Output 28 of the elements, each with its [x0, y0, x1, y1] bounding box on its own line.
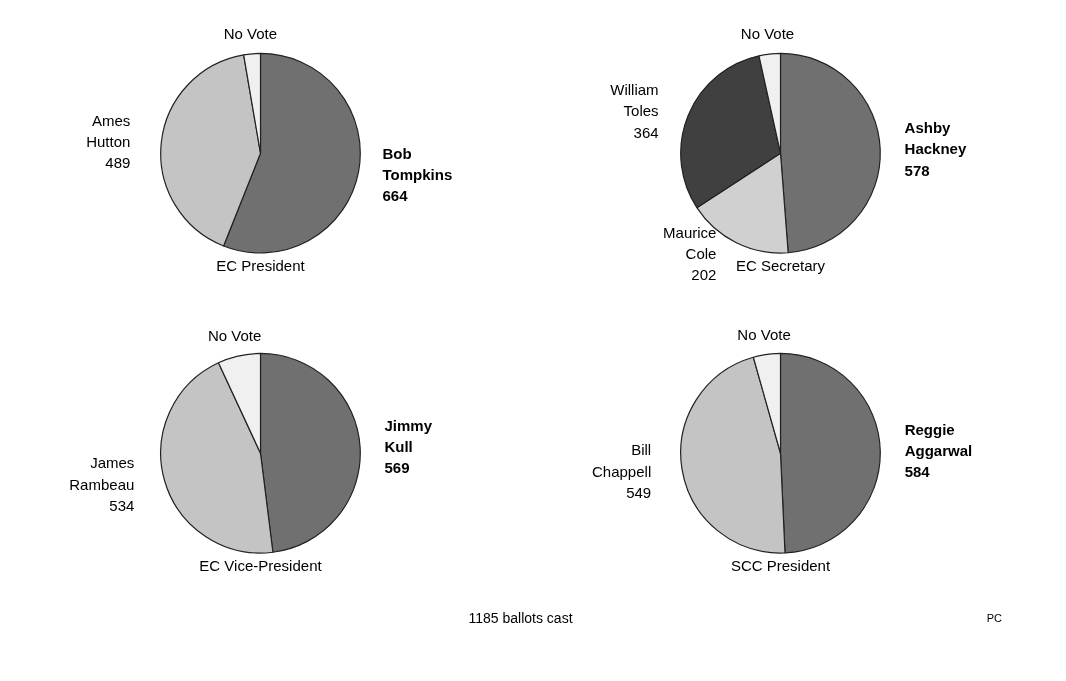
slice-label: Maurice Cole — [663, 223, 717, 262]
data-label: 489 — [105, 154, 131, 172]
slice-label: Reggie Aggarwal — [904, 420, 973, 460]
slice-label: Bill Chappell — [592, 441, 652, 480]
text: EC President — [216, 257, 306, 275]
data-label: 569 — [384, 459, 410, 477]
text: EC Vice-President — [199, 557, 323, 575]
slice-label: Jimmy Kull — [384, 416, 433, 455]
slice-label: No Vote — [737, 325, 791, 343]
data-label: 584 — [904, 463, 931, 481]
data-label: 534 — [109, 496, 135, 514]
text: PC — [986, 611, 1002, 624]
data-label: 578 — [904, 161, 930, 179]
slice-label: Ames Hutton — [86, 111, 131, 151]
data-label: 202 — [691, 266, 717, 284]
slice-label: No Vote — [207, 327, 262, 345]
slice-label: James Rambeau — [69, 454, 135, 493]
data-label: 364 — [633, 123, 659, 141]
text: SCC President — [730, 557, 831, 575]
data-label: 549 — [626, 483, 652, 501]
text: EC Secretary — [735, 257, 826, 275]
slice-label: William Toles — [610, 81, 659, 120]
slice-label: No Vote — [740, 25, 795, 43]
slice-label: Ashby Hackney — [904, 119, 967, 158]
slice-label: No Vote — [223, 25, 278, 43]
data-label: 664 — [382, 187, 409, 205]
text: 1185 ballots cast — [468, 609, 573, 626]
slice-label: Bob Tompkins — [382, 144, 453, 183]
